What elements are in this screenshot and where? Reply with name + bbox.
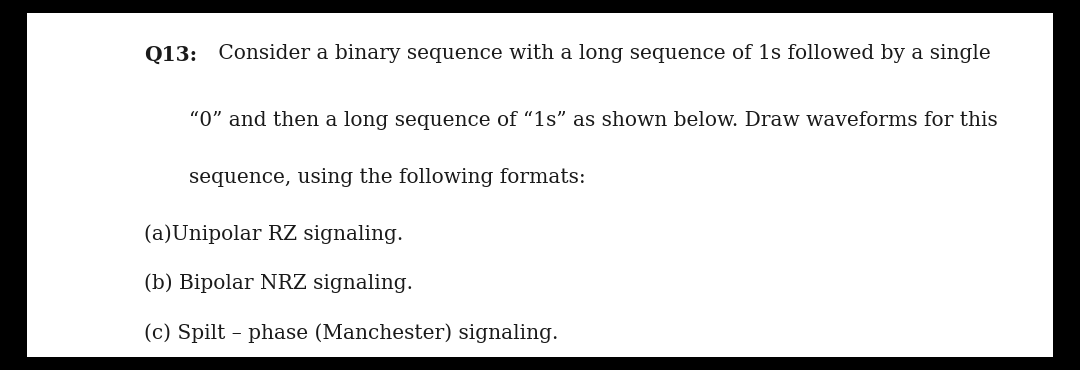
Text: (b) Bipolar NRZ signaling.: (b) Bipolar NRZ signaling. xyxy=(144,274,413,293)
Text: “0” and then a long sequence of “1s” as shown below. Draw waveforms for this: “0” and then a long sequence of “1s” as … xyxy=(189,111,998,130)
Text: sequence, using the following formats:: sequence, using the following formats: xyxy=(189,168,585,187)
Text: Consider a binary sequence with a long sequence of 1s followed by a single: Consider a binary sequence with a long s… xyxy=(212,44,991,63)
Text: Q13:: Q13: xyxy=(144,44,197,64)
Text: (a)Unipolar RZ signaling.: (a)Unipolar RZ signaling. xyxy=(144,224,403,243)
Text: (c) Spilt – phase (Manchester) signaling.: (c) Spilt – phase (Manchester) signaling… xyxy=(144,324,558,343)
